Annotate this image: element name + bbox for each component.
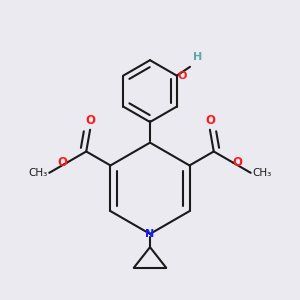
Text: CH₃: CH₃ bbox=[252, 168, 272, 178]
Text: O: O bbox=[178, 71, 187, 81]
Text: O: O bbox=[232, 156, 242, 169]
Text: O: O bbox=[205, 114, 215, 128]
Text: O: O bbox=[85, 114, 95, 128]
Text: CH₃: CH₃ bbox=[28, 168, 48, 178]
Text: H: H bbox=[193, 52, 202, 62]
Text: O: O bbox=[58, 156, 68, 169]
Text: N: N bbox=[146, 229, 154, 239]
